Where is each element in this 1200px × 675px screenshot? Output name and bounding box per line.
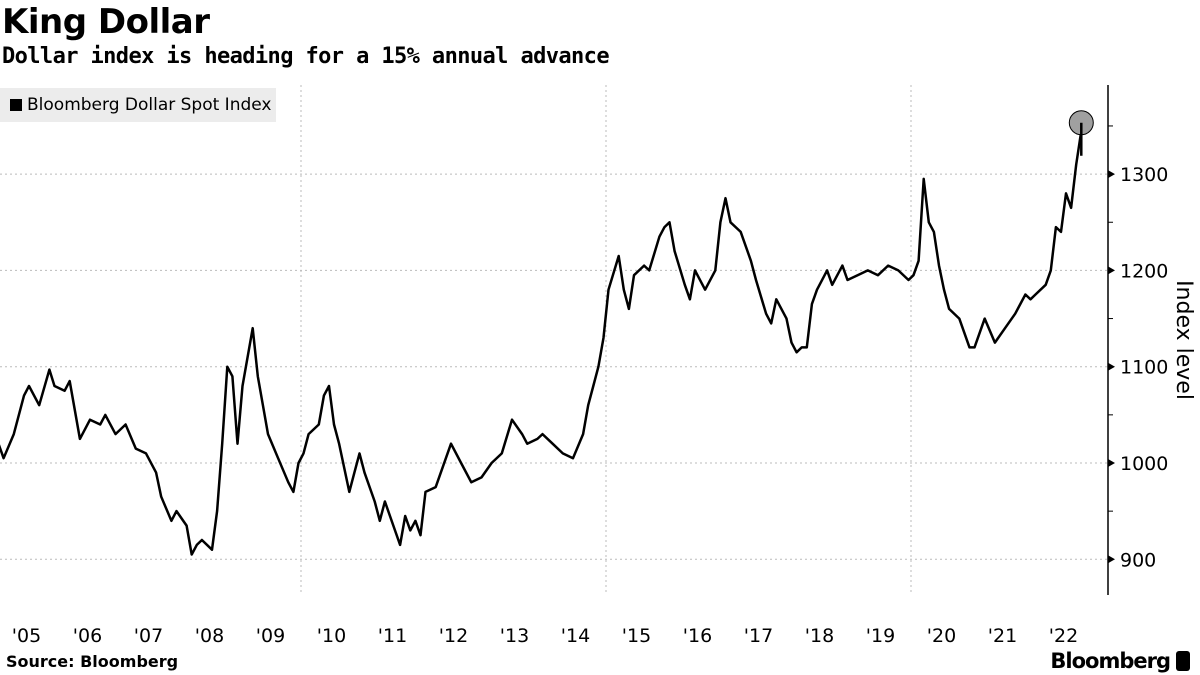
y-tick-mark [1108, 266, 1115, 275]
logo-text: Bloomberg [1050, 649, 1171, 673]
x-tick-label: '11 [378, 625, 407, 647]
x-tick-label: '21 [988, 625, 1017, 647]
x-tick-label: '10 [317, 625, 346, 647]
y-tick-label: 1100 [1120, 357, 1168, 379]
y-tick-mark [1108, 170, 1115, 179]
legend: Bloomberg Dollar Spot Index [0, 88, 276, 122]
x-tick-label: '19 [866, 625, 895, 647]
x-tick-label: '15 [622, 625, 651, 647]
x-tick-label: '09 [256, 625, 285, 647]
y-tick-label: 1300 [1120, 164, 1168, 186]
y-tick-mark [1108, 362, 1115, 371]
x-tick-label: '18 [805, 625, 834, 647]
y-tick-label: 1000 [1120, 453, 1168, 475]
legend-label: Bloomberg Dollar Spot Index [27, 95, 272, 115]
x-tick-label: '07 [134, 625, 163, 647]
bloomberg-logo-icon [1176, 651, 1190, 671]
legend-swatch [10, 99, 22, 111]
chart-title: King Dollar [2, 2, 210, 42]
x-tick-label: '20 [927, 625, 956, 647]
x-tick-label: '12 [439, 625, 468, 647]
y-tick-mark [1108, 555, 1115, 564]
x-tick-label: '22 [1049, 625, 1078, 647]
series-line-dollar-index [0, 130, 1083, 556]
x-tick-label: '05 [12, 625, 41, 647]
x-tick-label: '17 [744, 625, 773, 647]
x-tick-label: '13 [500, 625, 529, 647]
chart-subtitle: Dollar index is heading for a 15% annual… [2, 44, 610, 69]
x-tick-label: '14 [561, 625, 590, 647]
bloomberg-logo: Bloomberg [1050, 649, 1190, 673]
y-tick-label: 1200 [1120, 260, 1168, 282]
y-axis-title: Index level [1171, 280, 1196, 400]
y-tick-label: 900 [1120, 549, 1156, 571]
x-tick-label: '06 [73, 625, 102, 647]
source-note: Source: Bloomberg [6, 652, 179, 671]
x-tick-label: '08 [195, 625, 224, 647]
x-tick-label: '16 [683, 625, 712, 647]
y-tick-mark [1108, 459, 1115, 467]
